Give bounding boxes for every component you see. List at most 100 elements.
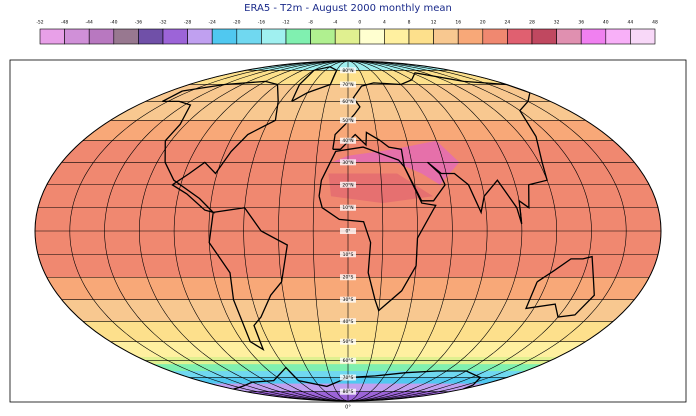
lat-label: 40°S <box>343 319 354 325</box>
lat-label: 50°N <box>342 118 353 124</box>
lat-label: 70°N <box>342 82 353 88</box>
lat-label-bg <box>340 98 356 105</box>
colorbar-tick-label: 44 <box>628 20 634 26</box>
coastline-greenland <box>291 66 338 102</box>
map-frame <box>9 59 687 403</box>
title: ERA5 - T2m - August 2000 monthly mean <box>244 3 452 14</box>
lat-label: 20°S <box>343 275 354 281</box>
lat-label-bg <box>340 228 356 234</box>
lat-label: 60°S <box>343 358 354 364</box>
colorbar-box <box>236 28 262 45</box>
colorbar-tick-label: 24 <box>505 20 511 26</box>
colorbar-box <box>261 28 287 45</box>
lat-label: 80°S <box>343 389 354 395</box>
lat-label: 10°N <box>342 205 353 211</box>
lat-label-bg <box>340 81 356 88</box>
colorbar-box <box>310 28 336 45</box>
colorbar-box <box>384 28 410 45</box>
colorbar-tick-label: 40 <box>603 20 609 26</box>
coastline-eurasia <box>332 72 548 225</box>
colorbar-tick-label: 20 <box>480 20 486 26</box>
map-area <box>35 61 661 401</box>
colorbar-tick-label: -48 <box>61 20 68 26</box>
lat-label-bg <box>340 67 356 74</box>
lat-label-bg <box>340 159 356 166</box>
hot-region <box>332 140 460 185</box>
colorbar-tick-label: -12 <box>282 20 289 26</box>
lat-label-bg <box>340 318 356 325</box>
lat-label-bg <box>340 296 356 303</box>
colorbar-box <box>556 28 582 45</box>
lat-label-bg <box>340 338 356 345</box>
colorbar-box <box>408 28 434 45</box>
colorbar-box <box>162 28 188 45</box>
colorbar-tick-label: -8 <box>308 20 313 26</box>
lat-label-bg <box>340 117 356 124</box>
colorbar-box <box>211 28 238 45</box>
lat-label-bg <box>340 137 356 144</box>
colorbar-tick-label: 0 <box>358 20 361 26</box>
lat-labels: 80°N 70°N 60°N 50°N 40°N 30°N 20°N 10°N 0° 10°S 20… <box>340 67 356 395</box>
colorbar-tick-label: -36 <box>135 20 142 26</box>
colorbar-tick-label: -4 <box>333 20 338 26</box>
colorbar-tick-label: -40 <box>110 20 117 26</box>
coastline-africa <box>318 146 437 312</box>
colorbar-box <box>39 28 65 45</box>
colorbar-tick-label: -32 <box>159 20 166 26</box>
colorbar-box <box>359 28 385 45</box>
colorbar-tick-label: -24 <box>209 20 216 26</box>
colorbar-box <box>64 28 90 45</box>
colorbar-box <box>457 28 484 45</box>
colorbar-box <box>187 28 213 45</box>
colorbar-box <box>605 28 631 45</box>
colorbar-box <box>433 28 459 45</box>
colorbar-tick-label: -16 <box>258 20 265 26</box>
lat-label-bg <box>340 274 356 281</box>
colorbar-box <box>285 28 311 45</box>
colorbar-tick-label: 8 <box>408 20 411 26</box>
lat-label-bg <box>340 374 356 381</box>
lat-label-bg <box>340 388 356 395</box>
colorbar-box <box>113 28 139 45</box>
lat-label: 30°S <box>343 297 354 303</box>
colorbar-box <box>630 28 656 45</box>
lat-label: 60°N <box>342 99 353 105</box>
colorbar-tick-label: 12 <box>431 20 437 26</box>
coastline-north-america <box>162 80 279 214</box>
colorbar-box <box>88 28 115 45</box>
lat-label-bg <box>340 181 356 188</box>
globe-outline <box>34 60 662 402</box>
colorbar-box <box>580 28 607 45</box>
colorbar-tick-label: -20 <box>233 20 240 26</box>
colorbar-box <box>531 28 557 45</box>
lat-label-bg <box>340 251 356 258</box>
coastline-south-america <box>208 206 289 352</box>
colorbar-tick-label: -52 <box>36 20 43 26</box>
colorbar-tick-label: 4 <box>383 20 386 26</box>
colorbar-tick-label: 36 <box>578 20 584 26</box>
lat-label: 0° <box>345 229 350 235</box>
colorbar-box <box>482 28 508 45</box>
lat-label: 40°N <box>342 138 353 144</box>
colorbar-tick-label: 32 <box>554 20 560 26</box>
lat-label: 20°N <box>342 182 353 188</box>
lat-label: 30°N <box>342 160 353 166</box>
coastline-australia <box>524 255 595 318</box>
hot-region <box>328 173 434 204</box>
colorbar-box <box>138 28 164 45</box>
colorbar-tick-label: -44 <box>86 20 93 26</box>
colorbar-box <box>334 28 361 45</box>
lat-label-bg <box>340 357 356 364</box>
lat-label: 70°S <box>343 375 354 381</box>
lat-label: 80°N <box>342 68 353 74</box>
colorbar: -52 -48 -44 -40 -36 -32 -28 -24 -20 -16 -12 -8 -4 0 4 8… <box>36 20 658 45</box>
colorbar-tick-label: 28 <box>529 20 535 26</box>
lat-label: 10°S <box>343 252 354 258</box>
colorbar-tick-label: -28 <box>184 20 191 26</box>
lon-label: 0° <box>345 405 351 411</box>
colorbar-tick-label: 48 <box>652 20 658 26</box>
colorbar-box <box>507 28 533 45</box>
lat-label: 50°S <box>343 339 354 345</box>
colorbar-tick-label: 16 <box>455 20 461 26</box>
